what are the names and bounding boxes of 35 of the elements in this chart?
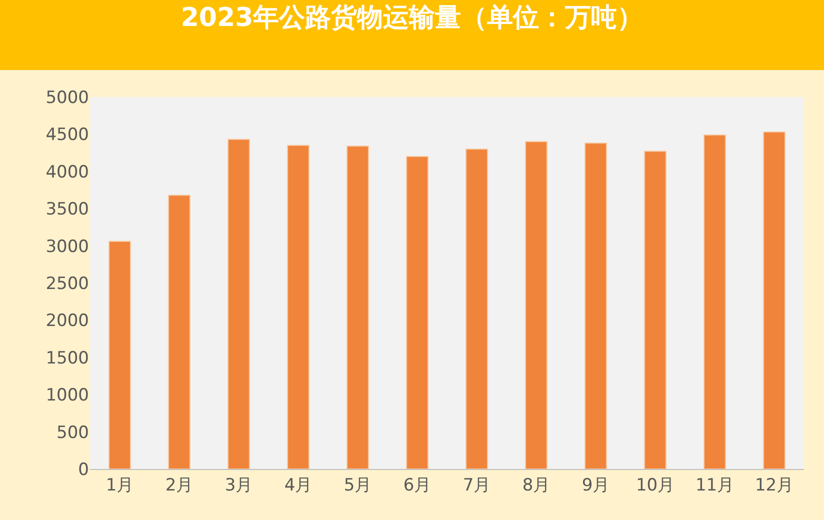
x-tick-label: 7月: [462, 475, 491, 496]
y-tick-label: 1500: [46, 348, 89, 368]
x-tick-label: 9月: [582, 475, 610, 496]
bar: [108, 240, 131, 469]
bar: [704, 134, 726, 469]
bar: [287, 144, 310, 469]
y-tick-label: 500: [56, 422, 89, 443]
bar: [466, 148, 488, 469]
y-tick-label: 5000: [46, 88, 89, 108]
bar: [228, 138, 250, 469]
y-tick-label: 4500: [46, 125, 89, 146]
x-tick-label: 11月: [695, 475, 734, 496]
y-tick-label: 2000: [46, 311, 89, 332]
y-tick-label: 4000: [46, 162, 89, 182]
y-tick-label: 3500: [46, 200, 89, 220]
x-tick-label: 1月: [106, 475, 134, 496]
x-tick-label: 5月: [344, 475, 372, 496]
y-tick-label: 3000: [46, 236, 89, 257]
x-tick-label: 10月: [636, 475, 675, 496]
x-tick-label: 6月: [403, 475, 432, 496]
bar: [644, 150, 666, 469]
x-tick-label: 12月: [754, 475, 794, 496]
bar: [584, 142, 607, 469]
y-tick-label: 0: [78, 460, 89, 480]
y-tick-label: 1000: [46, 386, 89, 406]
x-tick-label: 8月: [522, 475, 550, 496]
x-tick-label: 2月: [165, 475, 194, 496]
bar: [763, 131, 786, 469]
bar: [346, 146, 369, 469]
bar: [525, 141, 548, 469]
bar: [406, 156, 428, 469]
x-tick-label: 4月: [284, 475, 312, 496]
bar: [168, 194, 190, 469]
y-tick-label: 2500: [46, 274, 89, 294]
x-tick-label: 3月: [224, 475, 253, 496]
